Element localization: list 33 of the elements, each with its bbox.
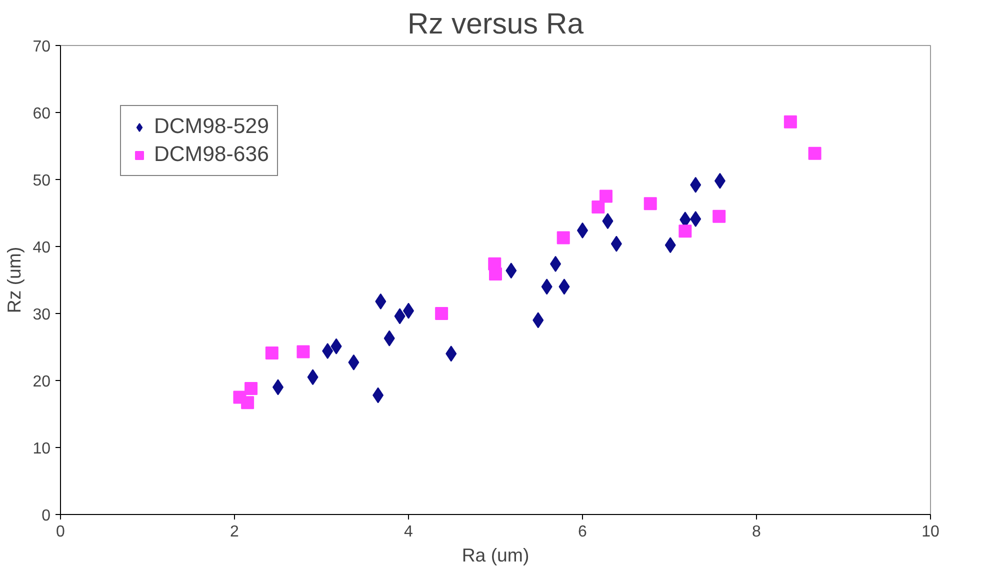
x-tick-label: 4 <box>404 524 414 540</box>
y-tick-label: 0 <box>42 508 51 524</box>
x-axis-title: Ra (um) <box>462 544 530 566</box>
point <box>296 345 310 358</box>
point <box>244 382 258 396</box>
x-tick-label: 6 <box>578 524 588 540</box>
point <box>808 146 822 160</box>
y-tick-label: 60 <box>32 106 51 122</box>
y-tick-label: 40 <box>32 240 51 256</box>
y-axis-title: Rz (um) <box>4 246 25 314</box>
x-tick-label: 8 <box>752 524 762 540</box>
y-tick-label: 10 <box>32 440 51 458</box>
chart-title: Rz versus Ra <box>407 8 584 40</box>
y-tick-label: 50 <box>32 172 51 190</box>
point <box>592 200 605 214</box>
point <box>599 190 612 203</box>
legend-label: DCM98-636 <box>154 142 269 167</box>
point <box>712 210 726 223</box>
x-tick-label: 10 <box>922 524 940 540</box>
point <box>435 307 448 320</box>
point <box>241 396 254 410</box>
y-tick-label: 30 <box>32 306 51 324</box>
x-tick-label: 2 <box>230 524 240 540</box>
point <box>489 267 502 280</box>
point <box>265 346 278 360</box>
y-tick-label: 70 <box>32 38 51 56</box>
x-tick-label: 0 <box>56 524 66 540</box>
point <box>644 197 657 210</box>
point <box>556 231 570 244</box>
legend-label: DCM98-529 <box>154 114 269 139</box>
y-tick-label: 20 <box>32 374 51 390</box>
point <box>678 224 692 238</box>
point <box>784 115 797 128</box>
